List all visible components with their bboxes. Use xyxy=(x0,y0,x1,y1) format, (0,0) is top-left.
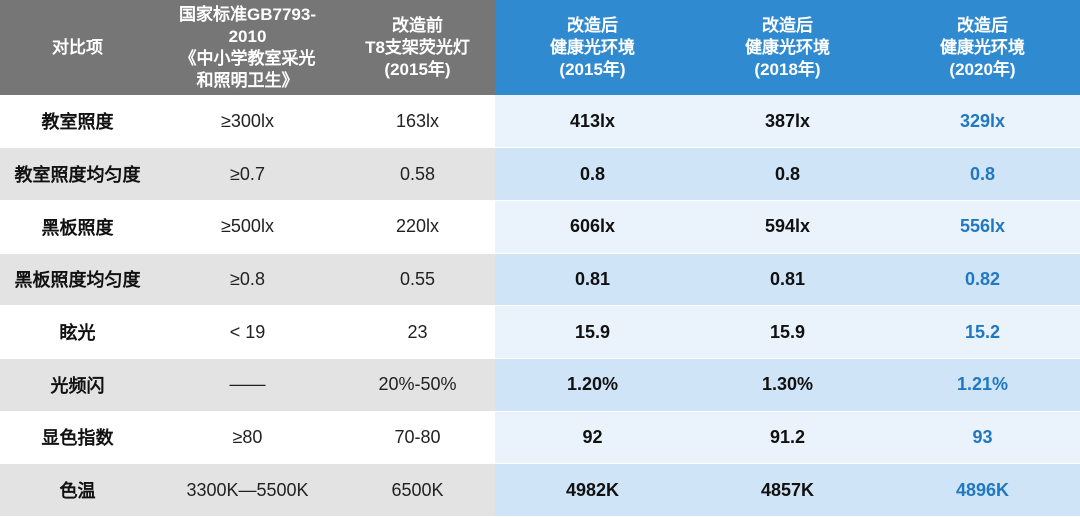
after-2020-value: 329lx xyxy=(885,95,1080,148)
standard-value: ≥0.8 xyxy=(155,253,340,306)
after-2015-value: 4982K xyxy=(495,463,690,517)
header-line: (2015年) xyxy=(384,59,451,79)
table-row: 黑板照度均匀度 ≥0.8 0.55 0.81 0.81 0.82 xyxy=(0,253,1080,306)
after-2015-value: 0.81 xyxy=(495,253,690,306)
after-2020-value: 4896K xyxy=(885,463,1080,517)
table-row: 眩光 < 19 23 15.9 15.9 15.2 xyxy=(0,305,1080,359)
after-2018-value: 0.81 xyxy=(690,253,885,306)
after-2015-value: 0.8 xyxy=(495,147,690,201)
standard-value: ≥0.7 xyxy=(155,147,340,201)
before-value: 163lx xyxy=(340,95,495,148)
header-item: 对比项 xyxy=(0,0,155,95)
header-line: 健康光环境 xyxy=(940,37,1025,57)
header-line: (2015年) xyxy=(559,59,626,79)
after-2015-value: 1.20% xyxy=(495,358,690,412)
standard-value: —— xyxy=(155,358,340,412)
after-2018-value: 0.8 xyxy=(690,147,885,201)
header-line: 改造前 xyxy=(392,15,443,35)
standard-value: ≥80 xyxy=(155,411,340,464)
before-value: 70-80 xyxy=(340,411,495,464)
header-line: 国家标准GB7793- xyxy=(179,4,316,24)
after-2018-value: 15.9 xyxy=(690,305,885,359)
header-after-2020: 改造后 健康光环境 (2020年) xyxy=(885,0,1080,95)
header-line: 改造后 xyxy=(957,15,1008,35)
header-line: 改造后 xyxy=(567,15,618,35)
after-2020-value: 93 xyxy=(885,411,1080,464)
after-2018-value: 4857K xyxy=(690,463,885,517)
table-row: 教室照度均匀度 ≥0.7 0.58 0.8 0.8 0.8 xyxy=(0,147,1080,201)
after-2020-value: 0.8 xyxy=(885,147,1080,201)
after-2015-value: 92 xyxy=(495,411,690,464)
header-line: (2018年) xyxy=(754,59,821,79)
header-row: 对比项 国家标准GB7793- 2010 《中小学教室采光 和照明卫生》 改造前… xyxy=(0,0,1080,95)
row-label: 色温 xyxy=(0,463,155,517)
row-label: 教室照度 xyxy=(0,95,155,148)
table-row: 显色指数 ≥80 70-80 92 91.2 93 xyxy=(0,411,1080,464)
header-line: T8支架荧光灯 xyxy=(365,37,470,57)
header-line: 和照明卫生》 xyxy=(196,70,299,90)
after-2020-value: 15.2 xyxy=(885,305,1080,359)
table-row: 黑板照度 ≥500lx 220lx 606lx 594lx 556lx xyxy=(0,200,1080,254)
header-after-2015: 改造后 健康光环境 (2015年) xyxy=(495,0,690,95)
header-standard: 国家标准GB7793- 2010 《中小学教室采光 和照明卫生》 xyxy=(155,0,340,95)
row-label: 教室照度均匀度 xyxy=(0,147,155,201)
after-2020-value: 0.82 xyxy=(885,253,1080,306)
before-value: 0.58 xyxy=(340,147,495,201)
after-2018-value: 594lx xyxy=(690,200,885,254)
header-before: 改造前 T8支架荧光灯 (2015年) xyxy=(340,0,495,95)
header-line: 健康光环境 xyxy=(745,37,830,57)
header-after-2018: 改造后 健康光环境 (2018年) xyxy=(690,0,885,95)
header-line: 健康光环境 xyxy=(550,37,635,57)
row-label: 黑板照度 xyxy=(0,200,155,254)
header-line: (2020年) xyxy=(949,59,1016,79)
after-2018-value: 1.30% xyxy=(690,358,885,412)
header-line: 改造后 xyxy=(762,15,813,35)
before-value: 23 xyxy=(340,305,495,359)
after-2015-value: 606lx xyxy=(495,200,690,254)
after-2015-value: 15.9 xyxy=(495,305,690,359)
row-label: 眩光 xyxy=(0,305,155,359)
header-line: 2010 xyxy=(228,26,267,46)
standard-value: ≥300lx xyxy=(155,95,340,148)
standard-value: ≥500lx xyxy=(155,200,340,254)
after-2020-value: 556lx xyxy=(885,200,1080,254)
row-label: 黑板照度均匀度 xyxy=(0,253,155,306)
after-2015-value: 413lx xyxy=(495,95,690,148)
header-line: 对比项 xyxy=(52,37,103,57)
after-2018-value: 387lx xyxy=(690,95,885,148)
before-value: 220lx xyxy=(340,200,495,254)
row-label: 光频闪 xyxy=(0,358,155,412)
header-line: 《中小学教室采光 xyxy=(179,48,316,68)
standard-value: 3300K—5500K xyxy=(155,463,340,517)
before-value: 6500K xyxy=(340,463,495,517)
before-value: 0.55 xyxy=(340,253,495,306)
table-row: 教室照度 ≥300lx 163lx 413lx 387lx 329lx xyxy=(0,95,1080,148)
table-row: 色温 3300K—5500K 6500K 4982K 4857K 4896K xyxy=(0,463,1080,517)
after-2020-value: 1.21% xyxy=(885,358,1080,412)
row-label: 显色指数 xyxy=(0,411,155,464)
table-row: 光频闪 —— 20%-50% 1.20% 1.30% 1.21% xyxy=(0,358,1080,412)
standard-value: < 19 xyxy=(155,305,340,359)
before-value: 20%-50% xyxy=(340,358,495,412)
after-2018-value: 91.2 xyxy=(690,411,885,464)
